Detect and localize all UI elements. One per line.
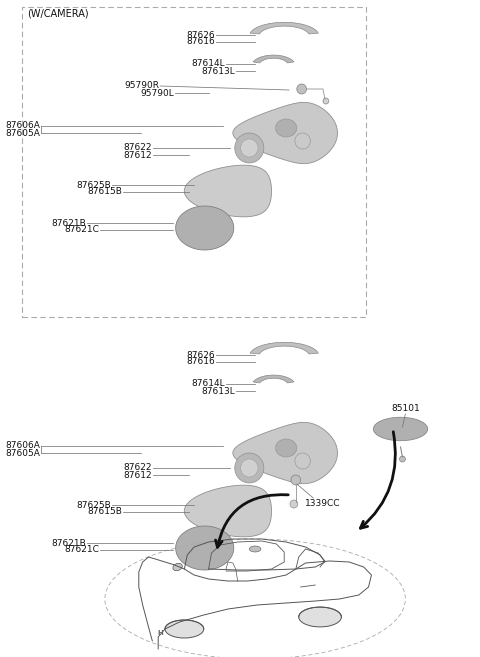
Text: 87605A: 87605A <box>5 449 40 457</box>
Text: 87616: 87616 <box>187 37 216 47</box>
Text: 87622: 87622 <box>124 463 152 472</box>
Text: 87605A: 87605A <box>5 129 40 137</box>
Polygon shape <box>233 422 337 484</box>
Polygon shape <box>253 55 294 63</box>
Text: 95790R: 95790R <box>124 81 159 91</box>
Polygon shape <box>184 165 272 217</box>
Text: 87621C: 87621C <box>64 225 99 235</box>
Circle shape <box>295 133 311 149</box>
Ellipse shape <box>299 607 341 627</box>
Text: (W/CAMERA): (W/CAMERA) <box>27 8 89 18</box>
Circle shape <box>235 133 264 163</box>
Text: 87621C: 87621C <box>64 545 99 555</box>
Polygon shape <box>233 102 337 164</box>
Circle shape <box>235 453 264 483</box>
Circle shape <box>399 456 406 462</box>
Text: 87621B: 87621B <box>52 539 86 547</box>
Text: 87613L: 87613L <box>201 66 235 76</box>
Circle shape <box>297 84 307 94</box>
Ellipse shape <box>276 119 297 137</box>
Text: 87616: 87616 <box>187 357 216 367</box>
Polygon shape <box>176 206 234 250</box>
Text: 87621B: 87621B <box>52 219 86 227</box>
Text: 95790L: 95790L <box>140 89 174 97</box>
Polygon shape <box>176 526 234 570</box>
Ellipse shape <box>276 439 297 457</box>
Polygon shape <box>253 375 294 383</box>
Ellipse shape <box>173 563 182 571</box>
Polygon shape <box>373 417 428 441</box>
Polygon shape <box>250 22 318 34</box>
Text: 87626: 87626 <box>187 30 216 39</box>
Text: 87614L: 87614L <box>192 60 225 68</box>
Text: 87614L: 87614L <box>192 380 225 388</box>
Text: 87612: 87612 <box>124 470 152 480</box>
Text: 85101: 85101 <box>391 404 420 413</box>
Text: 87613L: 87613L <box>201 386 235 396</box>
Circle shape <box>291 475 300 485</box>
Ellipse shape <box>165 620 204 638</box>
Text: 87625B: 87625B <box>76 501 111 509</box>
Text: 87606A: 87606A <box>5 122 40 131</box>
Ellipse shape <box>249 546 261 552</box>
Polygon shape <box>184 485 272 537</box>
Circle shape <box>290 500 298 508</box>
Text: 1339CC: 1339CC <box>305 499 341 508</box>
Text: H: H <box>157 630 163 636</box>
Text: 87625B: 87625B <box>76 181 111 189</box>
Text: 87606A: 87606A <box>5 442 40 451</box>
Circle shape <box>295 453 311 469</box>
Text: 87615B: 87615B <box>87 187 122 196</box>
Polygon shape <box>250 342 318 354</box>
Circle shape <box>323 98 329 104</box>
Circle shape <box>240 459 258 477</box>
Circle shape <box>240 139 258 157</box>
Text: 87612: 87612 <box>124 150 152 160</box>
Text: 87615B: 87615B <box>87 507 122 516</box>
Text: 87622: 87622 <box>124 143 152 152</box>
Text: 87626: 87626 <box>187 350 216 359</box>
